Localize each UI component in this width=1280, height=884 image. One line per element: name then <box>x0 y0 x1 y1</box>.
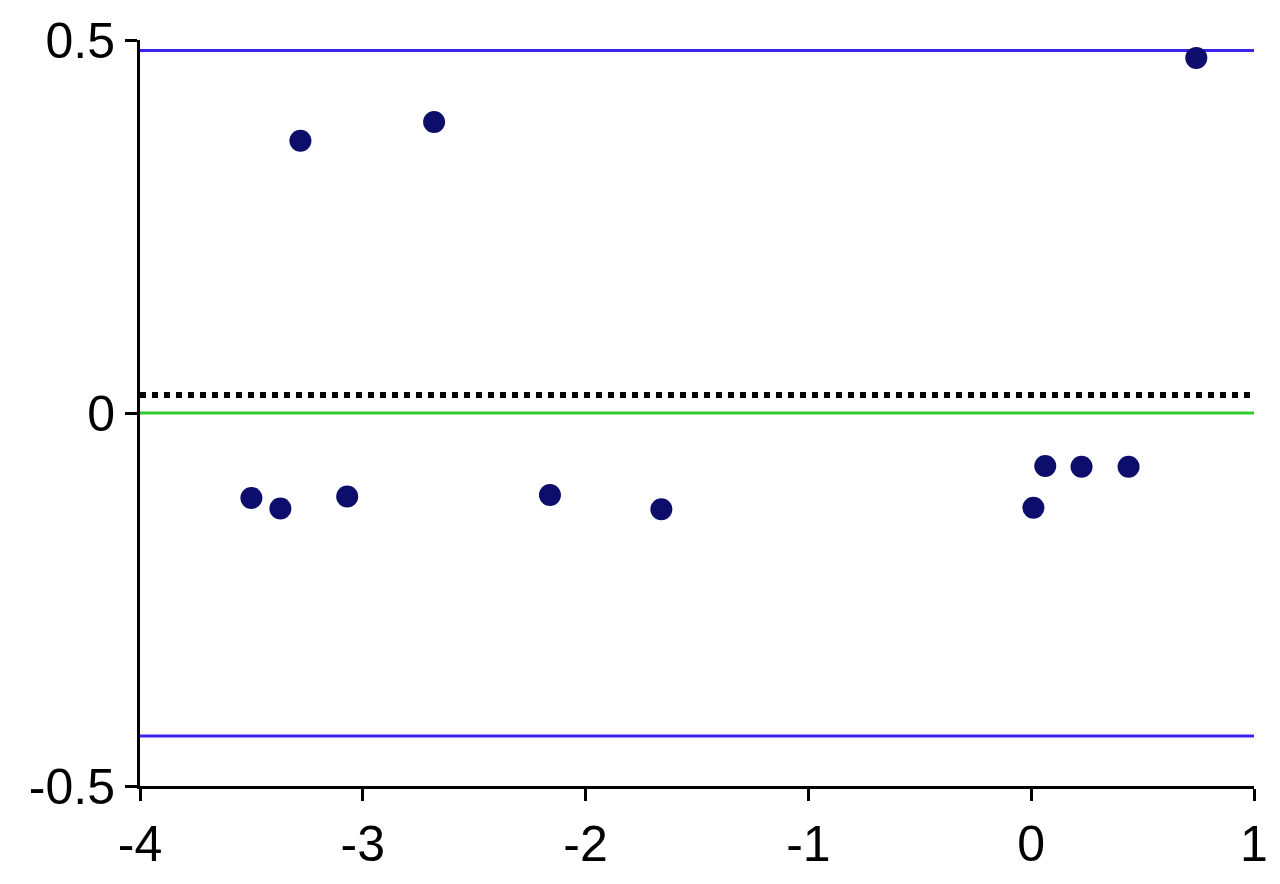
svg-text:-0.5: -0.5 <box>29 759 115 815</box>
svg-text:0: 0 <box>87 386 115 442</box>
svg-text:-3: -3 <box>341 816 385 872</box>
svg-text:0.5: 0.5 <box>45 13 115 69</box>
svg-text:-4: -4 <box>118 816 162 872</box>
svg-text:-2: -2 <box>563 816 607 872</box>
svg-text:-1: -1 <box>786 816 830 872</box>
svg-text:0: 0 <box>1017 816 1045 872</box>
svg-text:1: 1 <box>1240 816 1268 872</box>
